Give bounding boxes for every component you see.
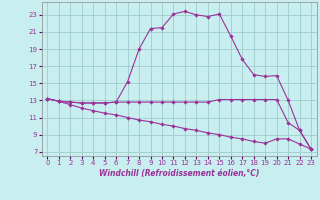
X-axis label: Windchill (Refroidissement éolien,°C): Windchill (Refroidissement éolien,°C): [99, 169, 260, 178]
